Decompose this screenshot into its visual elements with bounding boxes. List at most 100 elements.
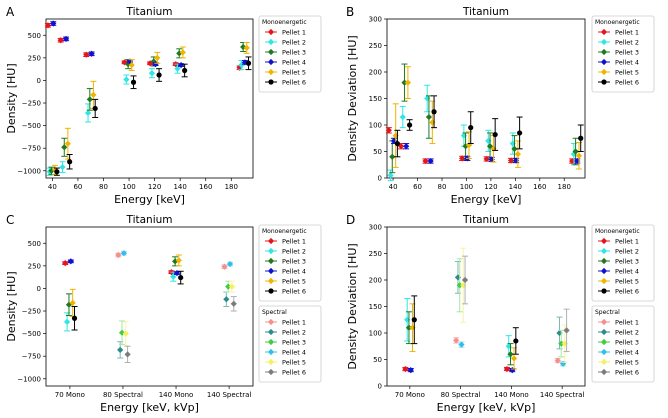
panel-c-spectral-legend-label: Pellet 4	[282, 349, 306, 357]
panel-a-ytick-label: −750	[22, 145, 41, 153]
panel-c-legend-marker	[267, 237, 275, 245]
panel-b-data-point	[574, 157, 581, 165]
panel-d-spectral-legend: Spectral Pellet 1 Pellet 2 Pellet 3 Pellet 4…	[591, 305, 655, 383]
panel-b-data-point	[575, 152, 583, 159]
panel-c-legend-marker	[268, 288, 274, 294]
panel-b-data-point	[459, 155, 466, 162]
panel-b-data-point	[431, 109, 437, 115]
panel-d-legend-label: Pellet 1	[615, 238, 639, 246]
panel-c-data-point	[62, 260, 69, 267]
panel-d-axes-frame	[386, 226, 586, 387]
panel-d-legend-label: Pellet 2	[615, 248, 639, 256]
panel-a-data-point	[243, 44, 250, 52]
panel-a-xtick-label: 160	[199, 183, 212, 191]
panel-a-data-point	[148, 70, 156, 77]
panel-c-legend-label: Pellet 5	[282, 278, 306, 286]
panel-d-legend-marker	[600, 257, 608, 265]
panel-d-data-point	[563, 327, 570, 334]
panel-b-data-point	[483, 155, 490, 163]
panel-d: D Titanium 0 50 100 150 200 250 300 70 Mono 80 Spe…	[346, 213, 586, 414]
panel-d-spectral-legend-label: Pellet 3	[615, 339, 639, 347]
panel-c-spectral-legend-title: Spectral	[262, 309, 287, 316]
panel-b-data-point	[578, 135, 584, 141]
panel-b-legend-marker	[600, 48, 608, 56]
panel-a-data-point	[179, 49, 186, 56]
panel-b-data-point	[387, 172, 394, 179]
panel-a-data-point	[177, 61, 185, 69]
panel-b-legend-label: Pellet 3	[615, 49, 639, 57]
panel-c-spectral-legend-label: Pellet 6	[282, 369, 306, 377]
panel-d-legend: Monoenergetic Pellet 1 Pellet 2 Pellet 3 Pel…	[591, 224, 655, 302]
panel-a-data-point	[92, 105, 98, 112]
panel-c-spectral-legend-frame	[258, 305, 322, 383]
panel-a-legend-marker	[268, 79, 274, 85]
panel-b: B Titanium 0 50 100 150 200 250 300 40 60 80 100 120 1…	[346, 5, 586, 206]
panel-b-legend-marker	[600, 68, 608, 76]
panel-b-data-point	[389, 153, 396, 160]
panel-d-spectral-legend-frame	[591, 305, 655, 383]
panel-a-data-point	[182, 67, 188, 74]
panel-c-legend-marker	[267, 257, 275, 265]
panel-d-spectral-legend-title: Spectral	[595, 309, 620, 316]
panel-d-xtick-label: 80 Spectral	[441, 391, 481, 399]
panel-b-data-point	[403, 143, 410, 150]
panel-b-data-point	[407, 122, 413, 128]
panel-a-ytick-label: −1000	[17, 167, 41, 175]
panel-c-data-point	[223, 296, 230, 303]
panel-d-ytick-label: 100	[369, 330, 382, 338]
panel-d-ytick-label: 300	[369, 224, 382, 232]
panel-c-data-point	[175, 257, 182, 264]
panel-d-legend-label: Pellet 5	[615, 278, 639, 286]
panel-c-legend-label: Pellet 4	[282, 268, 306, 276]
panel-d-ytick-label: 0	[378, 383, 382, 391]
panel-a: A Titanium −1000 −750 −500 −250 0 250 500 40 60 80 1…	[5, 5, 254, 206]
panel-a-legend-marker	[267, 58, 275, 66]
panel-c-data-point	[124, 351, 131, 358]
panel-a-legend-label: Pellet 2	[282, 39, 306, 47]
panel-a-axes-frame	[45, 18, 254, 179]
panel-b-data-point	[401, 79, 408, 86]
panel-a-data-point	[84, 109, 92, 117]
panel-c-data-point	[115, 251, 122, 259]
panel-a-legend-marker	[267, 38, 275, 46]
panel-a-ytick-label: −250	[22, 100, 41, 108]
panel-b-xtick-label: 160	[533, 183, 546, 191]
panel-c: C Titanium −1000 −750 −500 −250 0 250 500 70 Mono…	[5, 213, 254, 414]
panel-d-data-point	[509, 367, 516, 374]
panel-b-legend-label: Pellet 4	[615, 59, 639, 67]
panel-d-spectral-legend-label: Pellet 5	[615, 359, 639, 367]
panel-b-ytick-label: 50	[373, 148, 382, 156]
panel-d-data-point	[461, 276, 469, 284]
panel-b-ytick-label: 250	[369, 42, 382, 50]
panel-c-data-point	[122, 330, 129, 337]
panel-b-xtick-label: 180	[558, 183, 571, 191]
panel-a-legend-frame	[258, 15, 322, 93]
panel-b-legend-marker	[600, 28, 608, 36]
panel-c-ytick-label: −750	[22, 353, 41, 361]
panel-b-data-point	[507, 157, 515, 164]
panel-d-data-point	[554, 357, 561, 364]
panel-a-legend-marker	[267, 28, 275, 36]
panel-d-legend-marker	[600, 267, 608, 275]
panel-b-data-point	[514, 151, 521, 158]
panel-a-data-point	[130, 79, 137, 85]
panel-c-ytick-label: 250	[28, 262, 41, 270]
panel-d-data-point	[405, 324, 413, 331]
panel-a-data-point	[57, 37, 64, 44]
panel-a-xtick-label: 100	[122, 183, 135, 191]
panel-c-letter: C	[6, 213, 14, 227]
panel-b-data-point	[492, 131, 498, 138]
panel-d-legend-marker	[600, 247, 608, 255]
panel-b-xlabel: Energy [keV]	[451, 193, 522, 206]
panel-a-legend-label: Pellet 1	[282, 29, 306, 37]
panel-a-xtick-label: 180	[225, 183, 238, 191]
panel-a-data-point	[154, 54, 161, 61]
panel-c-legend-title: Monoenergetic	[262, 228, 307, 235]
panel-d-data-point	[411, 317, 417, 323]
panel-d-spectral-legend-marker	[600, 368, 608, 376]
panel-d-spectral-legend-marker	[600, 358, 608, 366]
panel-d-ytick-label: 150	[369, 303, 382, 311]
panel-a-data-point	[67, 159, 73, 165]
panel-b-data-point	[422, 157, 429, 165]
